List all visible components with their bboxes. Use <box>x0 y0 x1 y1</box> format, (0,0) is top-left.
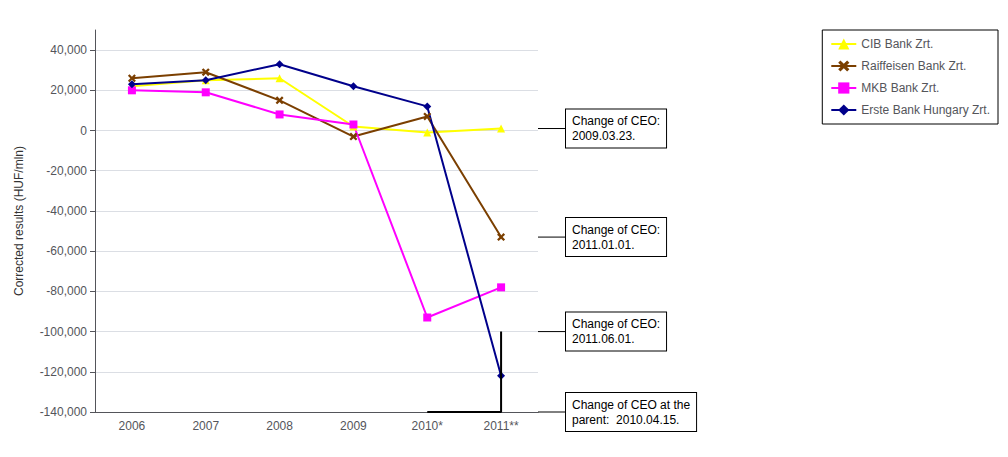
svg-text:-120,000: -120,000 <box>40 365 88 379</box>
svg-text:Corrected results (HUF/mln): Corrected results (HUF/mln) <box>12 146 26 296</box>
svg-text:-140,000: -140,000 <box>40 405 88 419</box>
svg-text:-60,000: -60,000 <box>46 244 87 258</box>
svg-text:0: 0 <box>80 124 87 138</box>
svg-text:2008: 2008 <box>266 419 293 433</box>
svg-text:2006: 2006 <box>119 419 146 433</box>
svg-text:2007: 2007 <box>192 419 219 433</box>
svg-text:-20,000: -20,000 <box>46 164 87 178</box>
svg-text:Change of CEO at the: Change of CEO at the <box>572 398 690 412</box>
svg-text:2009.03.23.: 2009.03.23. <box>572 129 635 143</box>
svg-text:Change of CEO:: Change of CEO: <box>572 223 660 237</box>
svg-text:CIB Bank Zrt.: CIB Bank Zrt. <box>861 37 933 51</box>
svg-text:MKB Bank Zrt.: MKB Bank Zrt. <box>861 81 939 95</box>
svg-text:2010*: 2010* <box>412 419 444 433</box>
svg-text:2009: 2009 <box>340 419 367 433</box>
svg-text:40,000: 40,000 <box>50 43 87 57</box>
svg-text:Change of CEO:: Change of CEO: <box>572 114 660 128</box>
svg-text:-100,000: -100,000 <box>40 325 88 339</box>
svg-text:2011**: 2011** <box>484 419 519 433</box>
svg-text:-80,000: -80,000 <box>46 284 87 298</box>
svg-text:2011.01.01.: 2011.01.01. <box>572 238 635 252</box>
svg-text:parent: 2010.04.15.: parent: 2010.04.15. <box>572 413 679 427</box>
svg-text:Change of CEO:: Change of CEO: <box>572 317 660 331</box>
svg-text:Erste Bank Hungary Zrt.: Erste Bank Hungary Zrt. <box>861 103 990 117</box>
svg-text:2011.06.01.: 2011.06.01. <box>572 332 635 346</box>
svg-text:Raiffeisen Bank Zrt.: Raiffeisen Bank Zrt. <box>861 59 966 73</box>
svg-text:-40,000: -40,000 <box>46 204 87 218</box>
svg-text:20,000: 20,000 <box>50 83 87 97</box>
